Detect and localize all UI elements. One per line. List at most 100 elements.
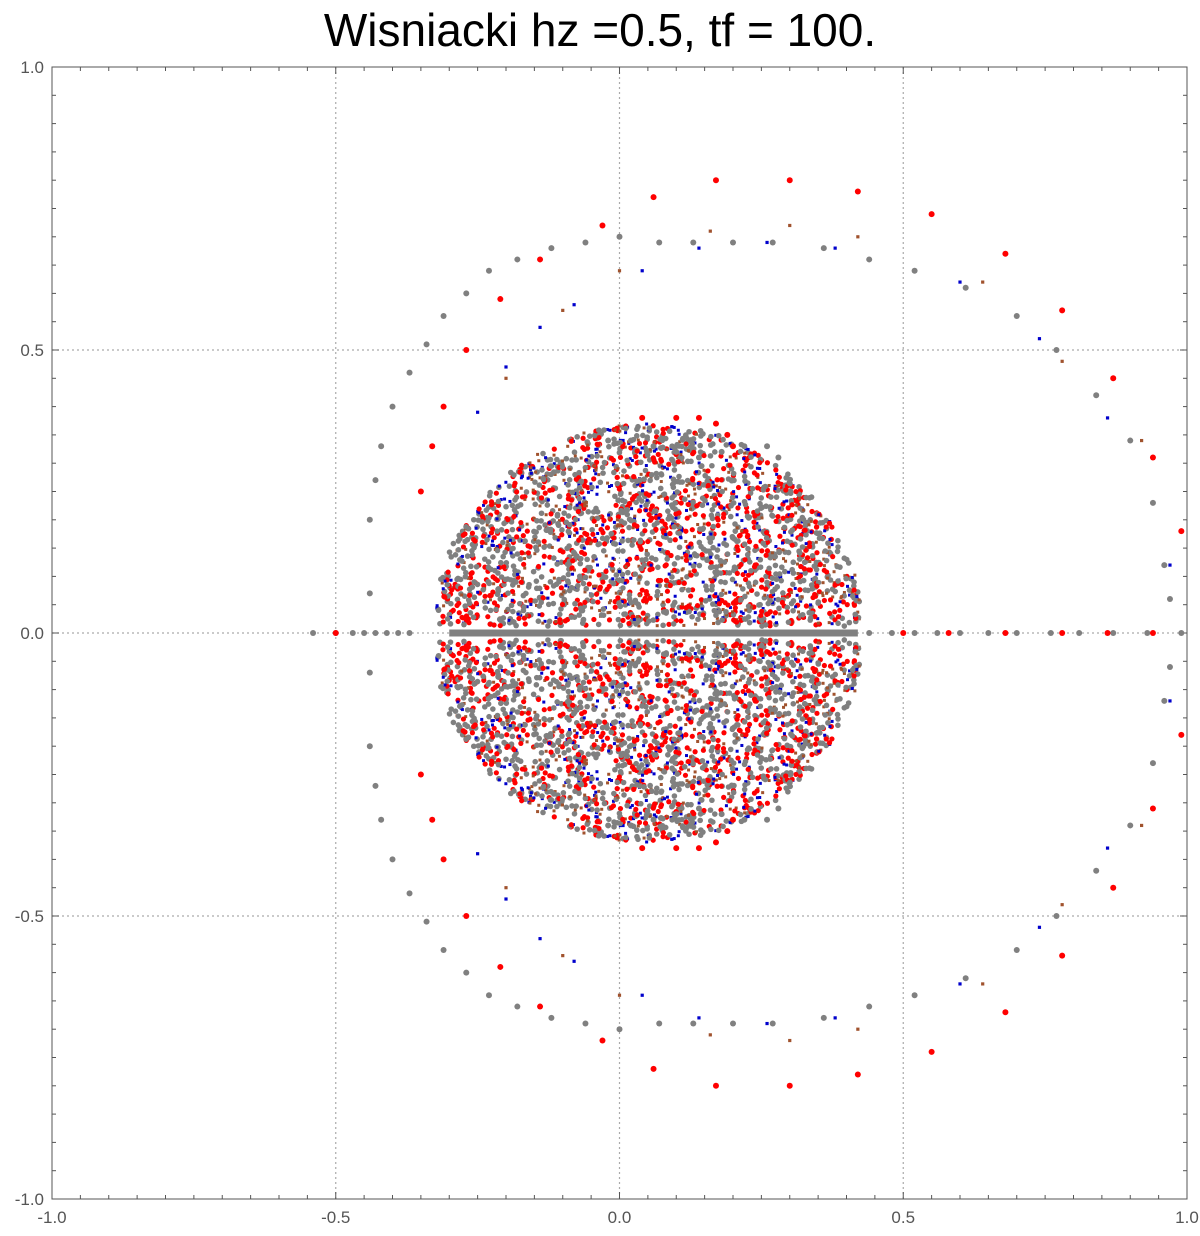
- cloud-point: [509, 678, 516, 684]
- cloud-point: [552, 453, 556, 457]
- cloud-point: [543, 679, 547, 683]
- cloud-point: [457, 724, 463, 731]
- cloud-point: [781, 735, 788, 742]
- cloud-point: [681, 764, 688, 770]
- cloud-point: [764, 548, 771, 554]
- cloud-point: [816, 621, 820, 625]
- cloud-point: [617, 692, 621, 696]
- cloud-point: [661, 466, 665, 470]
- cloud-point: [644, 788, 648, 792]
- cloud-point: [703, 673, 710, 679]
- cloud-point: [653, 733, 659, 740]
- cloud-point: [757, 460, 763, 466]
- cloud-point: [642, 732, 648, 738]
- cloud-point: [755, 741, 759, 745]
- cloud-point: [773, 683, 780, 690]
- cloud-point: [570, 702, 576, 708]
- cloud-point: [686, 603, 692, 609]
- cloud-point: [638, 546, 644, 552]
- cloud-point: [597, 676, 603, 682]
- cloud-point: [612, 493, 618, 500]
- cloud-point: [809, 751, 815, 758]
- cloud-point: [561, 510, 567, 516]
- cloud-point: [582, 567, 588, 573]
- cloud-point: [753, 453, 757, 457]
- cloud-point: [744, 708, 751, 715]
- cloud-point: [638, 459, 644, 466]
- cloud-point: [744, 654, 748, 658]
- cloud-point: [548, 511, 554, 517]
- cloud-point: [779, 599, 785, 606]
- cloud-point: [540, 595, 546, 601]
- cloud-point: [646, 642, 652, 648]
- cloud-point: [796, 572, 800, 576]
- cloud-point: [741, 651, 745, 655]
- cloud-point: [654, 815, 658, 819]
- cloud-point: [741, 786, 748, 793]
- cloud-point: [503, 536, 507, 540]
- cloud-point: [759, 548, 765, 554]
- cloud-point: [556, 538, 560, 542]
- cloud-point: [784, 721, 791, 728]
- cloud-point: [638, 594, 642, 598]
- cloud-point: [546, 596, 550, 600]
- cloud-point: [558, 585, 564, 591]
- cloud-point: [534, 470, 538, 474]
- cloud-point: [823, 529, 827, 533]
- cloud-point: [594, 453, 600, 459]
- cloud-point: [653, 831, 660, 837]
- cloud-point: [572, 694, 576, 698]
- cloud-point: [594, 807, 600, 813]
- cloud-point: [769, 588, 776, 595]
- cloud-point: [767, 609, 773, 615]
- cloud-point: [684, 539, 688, 543]
- cloud-point: [613, 428, 617, 432]
- cloud-point: [699, 765, 706, 771]
- cloud-point: [734, 570, 740, 577]
- cloud-point: [576, 537, 582, 543]
- cloud-point: [687, 494, 691, 498]
- cloud-point: [669, 456, 675, 463]
- cloud-point: [640, 446, 644, 450]
- cloud-point: [809, 732, 813, 736]
- cloud-point: [702, 522, 706, 526]
- cloud-point: [601, 518, 607, 524]
- zero-axis-line: [449, 629, 858, 637]
- cloud-point: [849, 667, 856, 673]
- cloud-point: [582, 574, 589, 581]
- cloud-point: [835, 537, 841, 544]
- cloud-point: [815, 690, 819, 694]
- cloud-point: [482, 593, 488, 599]
- cloud-point: [772, 562, 779, 569]
- cloud-point: [619, 528, 626, 534]
- cloud-point: [743, 732, 749, 738]
- cloud-point: [731, 477, 737, 484]
- cloud-point: [755, 796, 759, 800]
- cloud-point: [807, 645, 814, 651]
- cloud-point: [633, 433, 640, 439]
- cloud-point: [493, 760, 497, 764]
- cloud-point: [758, 495, 765, 501]
- cloud-point: [812, 591, 818, 598]
- cloud-point: [661, 796, 665, 800]
- cloud-point: [566, 818, 570, 822]
- cloud-point: [640, 773, 644, 777]
- cloud-point: [544, 788, 548, 792]
- cloud-point: [794, 605, 798, 609]
- cloud-point: [688, 801, 694, 808]
- cloud-point: [677, 612, 681, 616]
- cloud-point: [491, 535, 497, 541]
- cloud-point: [736, 554, 740, 558]
- cloud-point: [531, 528, 537, 535]
- cloud-point: [752, 712, 758, 719]
- cloud-point: [640, 650, 646, 656]
- cloud-point: [659, 444, 666, 451]
- cloud-point: [694, 470, 698, 474]
- cloud-point: [738, 760, 742, 764]
- cloud-point: [653, 470, 660, 477]
- cloud-point: [813, 736, 820, 742]
- cloud-point: [557, 616, 563, 623]
- cloud-point: [549, 773, 556, 779]
- cloud-point: [824, 569, 830, 575]
- cloud-point: [620, 675, 626, 681]
